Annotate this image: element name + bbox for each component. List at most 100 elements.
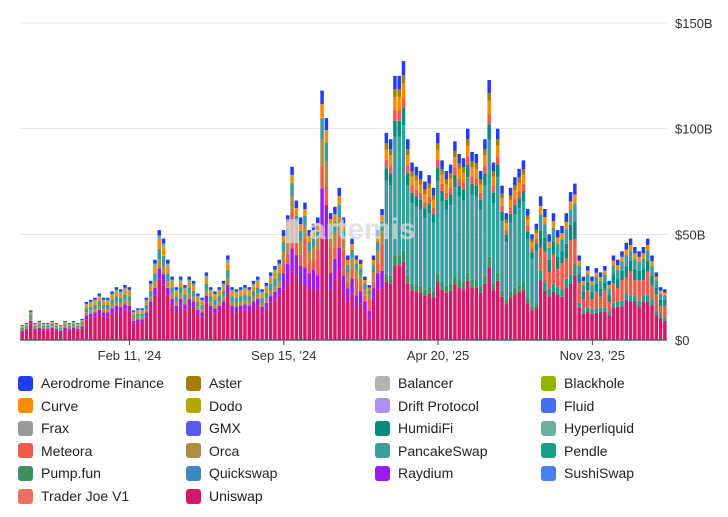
bar-segment (487, 113, 491, 125)
bar-segment (221, 290, 226, 297)
bar-segment (358, 259, 363, 265)
bar-segment (76, 324, 80, 326)
bar-segment (140, 309, 144, 312)
bar-segment (547, 296, 551, 340)
legend-item[interactable]: Orca (186, 440, 239, 462)
bar-segment (106, 316, 110, 340)
bar-segment (453, 141, 457, 152)
bar-segment (277, 287, 281, 296)
bar-segment (495, 164, 500, 178)
bar-segment (178, 298, 183, 306)
legend-item[interactable]: GMX (186, 417, 241, 439)
bar-segment (525, 239, 530, 299)
bar (521, 160, 526, 340)
bar (555, 230, 560, 340)
bar-segment (200, 316, 204, 340)
legend-item[interactable]: Pendle (541, 440, 608, 462)
legend-item[interactable]: SushiSwap (541, 462, 634, 484)
bar-segment (615, 288, 620, 302)
bar-segment (513, 198, 517, 205)
bar-segment (508, 187, 513, 196)
bar-segment (230, 310, 234, 340)
bar-segment (491, 290, 496, 340)
bar-segment (628, 301, 633, 340)
legend-item[interactable]: Aerodrome Finance (18, 372, 164, 394)
legend-item[interactable]: Blackhole (541, 372, 625, 394)
legend-item[interactable]: Uniswap (186, 485, 263, 507)
legend-item[interactable]: Quickswap (186, 462, 277, 484)
bar-segment (478, 292, 483, 340)
bar-segment (24, 325, 29, 328)
bar-segment (170, 305, 174, 340)
bar (131, 310, 136, 340)
bar (33, 323, 37, 340)
bar-segment (663, 305, 667, 318)
bar-segment (448, 178, 453, 188)
bar-segment (88, 317, 93, 340)
legend-item[interactable]: Trader Joe V1 (18, 485, 129, 507)
bar-segment (650, 299, 654, 306)
bar-segment (598, 296, 603, 308)
bar-segment (76, 323, 80, 325)
bar (453, 141, 457, 340)
bar-segment (483, 139, 487, 150)
legend-label: Aster (209, 375, 242, 391)
bar-segment (196, 314, 200, 340)
bar-segment (483, 173, 487, 186)
legend-item[interactable]: PancakeSwap (375, 440, 488, 462)
legend-label: Balancer (398, 375, 454, 391)
legend-item[interactable]: Meteora (18, 440, 92, 462)
bar-segment (178, 287, 183, 294)
bar-segment (311, 259, 316, 270)
bar-segment (495, 177, 500, 273)
bar-segment (54, 330, 59, 340)
legend-item[interactable]: HumidiFi (375, 417, 453, 439)
bar-segment (637, 306, 641, 340)
bar-segment (551, 213, 556, 222)
bar-segment (238, 296, 243, 302)
bar-segment (148, 301, 153, 308)
bar (316, 217, 320, 340)
bar-segment (97, 309, 102, 315)
legend-item[interactable]: Drift Protocol (375, 395, 479, 417)
bar-segment (33, 330, 37, 340)
legend-item[interactable]: Aster (186, 372, 242, 394)
bar-segment (328, 273, 333, 290)
bar-segment (196, 297, 200, 302)
bar-segment (641, 258, 646, 270)
bar-segment (530, 242, 534, 249)
legend-item[interactable]: Hyperliquid (541, 417, 634, 439)
bar-segment (153, 263, 157, 267)
legend-item[interactable]: Balancer (375, 372, 453, 394)
bar-segment (495, 272, 500, 281)
bar-segment (110, 308, 114, 314)
bar-segment (393, 96, 397, 111)
bar-segment (286, 283, 290, 340)
legend-item[interactable]: Pump.fun (18, 462, 101, 484)
bar-segment (157, 235, 162, 240)
bar-segment (144, 299, 149, 302)
bar-segment (20, 325, 24, 326)
bar-segment (114, 301, 119, 306)
bar-segment (410, 185, 414, 193)
bar-segment (28, 320, 33, 324)
legend-item[interactable]: Dodo (186, 395, 242, 417)
bar (560, 225, 564, 340)
bar-segment (367, 290, 371, 295)
bar-segment (251, 296, 256, 302)
bar-segment (226, 285, 230, 294)
legend-item[interactable]: Frax (18, 417, 69, 439)
bar-segment (20, 331, 24, 340)
legend-item[interactable]: Curve (18, 395, 78, 417)
bar-segment (478, 209, 483, 286)
bar-segment (466, 145, 470, 157)
bar-segment (67, 327, 72, 330)
legend-item[interactable]: Fluid (541, 395, 594, 417)
bar-segment (93, 301, 97, 305)
bar-segment (453, 151, 457, 158)
bar-segment (316, 223, 320, 229)
bar-segment (466, 272, 470, 281)
legend-item[interactable]: Raydium (375, 462, 453, 484)
bar-segment (20, 325, 24, 327)
bar-segment (208, 287, 213, 290)
